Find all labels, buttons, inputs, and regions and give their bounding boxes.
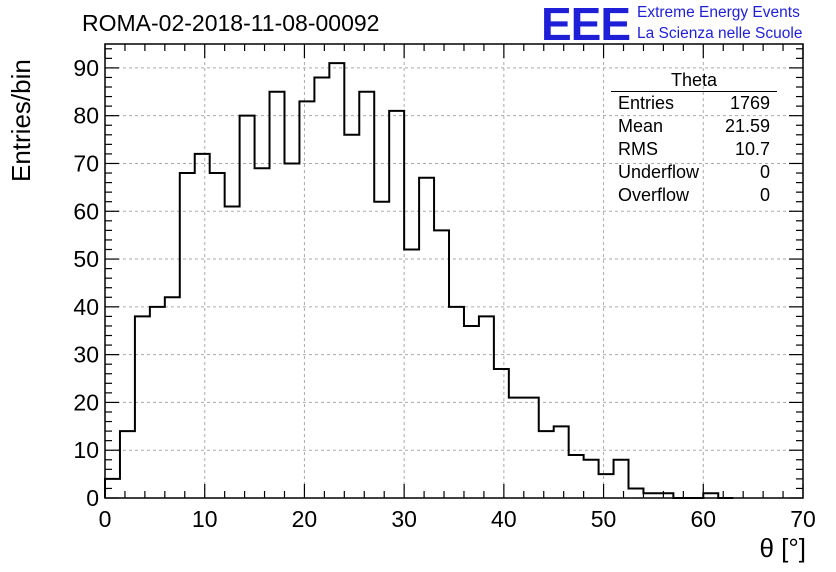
stats-label: Mean <box>618 116 664 136</box>
stats-value: 10.7 <box>734 139 770 159</box>
stats-value: 0 <box>759 162 770 182</box>
histogram-bin <box>643 493 658 498</box>
plot-frame <box>104 43 804 499</box>
y-tick-label: 90 <box>73 55 99 81</box>
histogram-bin <box>434 230 449 498</box>
y-tick-label: 80 <box>73 103 99 129</box>
x-tick-label: 10 <box>192 506 218 532</box>
stats-value: 1769 <box>729 93 770 113</box>
x-tick-label: 50 <box>591 506 617 532</box>
histogram-bin <box>584 460 599 498</box>
histogram-bin <box>614 460 629 498</box>
y-tick-label: 40 <box>73 294 99 320</box>
histogram-bin <box>329 63 344 498</box>
x-tick-label: 0 <box>99 506 112 532</box>
x-tick-label: 40 <box>491 506 517 532</box>
histogram-bin <box>105 479 120 498</box>
x-axis-label: θ [°] <box>759 533 806 563</box>
stats-row: Overflow 0 <box>611 184 777 207</box>
stats-box: Theta Entries 1769 Mean 21.59 RMS 10.7 U… <box>611 70 777 207</box>
y-tick-label: 70 <box>73 150 99 176</box>
eee-logo: EEE <box>541 0 631 50</box>
y-tick-label: 30 <box>73 342 99 368</box>
histogram-bin <box>120 431 135 498</box>
histogram-bin <box>509 398 524 498</box>
stats-row: Mean 21.59 <box>611 115 777 138</box>
histogram-bin <box>135 316 150 498</box>
stats-label: Overflow <box>618 185 690 205</box>
histogram-bin <box>344 135 359 498</box>
histogram-bin <box>359 92 374 498</box>
histogram-bin <box>255 168 270 498</box>
histogram-bin <box>270 92 285 498</box>
histogram-bin <box>284 163 299 498</box>
stats-label: RMS <box>618 139 658 159</box>
histogram-bin <box>150 307 165 498</box>
stats-label: Underflow <box>618 162 700 182</box>
histogram-bin <box>165 297 180 498</box>
x-tick-label: 70 <box>790 506 816 532</box>
y-axis-label: Entries/bin <box>6 59 36 182</box>
histogram-bin <box>404 249 419 498</box>
histogram-bin <box>658 493 673 498</box>
histogram-line <box>104 62 734 499</box>
histogram-bin <box>479 316 494 498</box>
histogram-bin <box>225 206 240 498</box>
histogram-bin <box>299 101 314 498</box>
logo-line-1: Extreme Energy Events <box>637 4 800 21</box>
logo-line-2: La Scienza nelle Scuole <box>637 25 803 42</box>
histogram-bin <box>195 154 210 498</box>
stats-value: 0 <box>759 185 770 205</box>
histogram-bin <box>374 202 389 498</box>
stats-row: Underflow 0 <box>611 161 777 184</box>
stats-row: RMS 10.7 <box>611 138 777 161</box>
x-tick-label: 60 <box>690 506 716 532</box>
histogram-bin <box>389 111 404 498</box>
histogram-bin <box>419 178 434 498</box>
histogram-bin <box>449 307 464 498</box>
histogram-bin <box>539 431 554 498</box>
stats-row: Entries 1769 <box>611 92 777 115</box>
x-tick-label: 30 <box>391 506 417 532</box>
stats-value: 21.59 <box>724 116 770 136</box>
histogram-bin <box>240 116 255 498</box>
histogram-bin <box>524 398 539 498</box>
histogram-bin <box>464 326 479 498</box>
histogram-bin <box>210 173 225 498</box>
histogram-bin <box>494 369 509 498</box>
histogram-bin <box>554 426 569 498</box>
stats-title: Theta <box>611 70 777 92</box>
y-tick-label: 60 <box>73 198 99 224</box>
histogram-bin <box>569 455 584 498</box>
y-tick-label: 20 <box>73 389 99 415</box>
x-tick-label: 20 <box>292 506 318 532</box>
histogram-bin <box>599 474 614 498</box>
histogram-bin <box>180 173 195 498</box>
histogram-bin <box>314 77 329 498</box>
y-tick-label: 10 <box>73 437 99 463</box>
histogram-bin <box>703 493 718 498</box>
y-tick-label: 0 <box>86 485 99 511</box>
stats-label: Entries <box>618 93 675 113</box>
run-title: ROMA-02-2018-11-08-00092 <box>82 10 380 36</box>
histogram-bin <box>629 488 644 498</box>
y-tick-label: 50 <box>73 246 99 272</box>
